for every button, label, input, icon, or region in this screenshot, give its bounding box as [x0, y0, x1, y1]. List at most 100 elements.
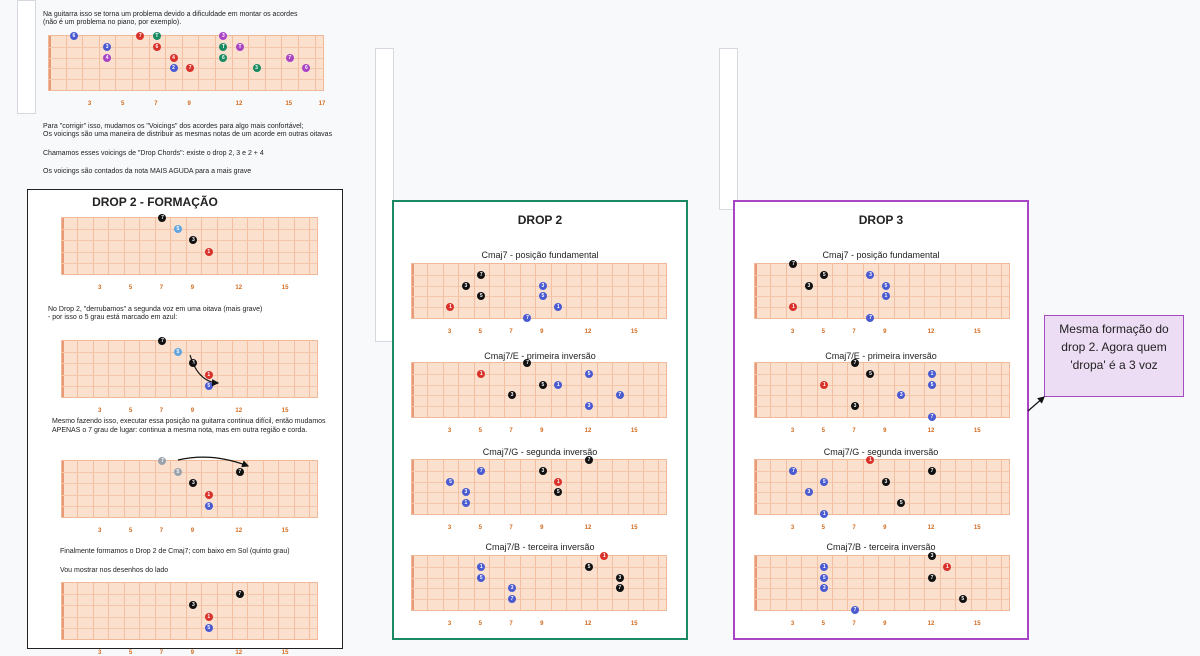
scroll-panel-middle[interactable] [375, 48, 394, 342]
string-line [755, 395, 1009, 397]
note-dot: T [152, 32, 161, 40]
fret-line [893, 363, 895, 417]
fret-number: 12 [584, 621, 592, 627]
note-dot: 1 [554, 380, 563, 389]
fret-line [939, 460, 941, 514]
note-dot: T [219, 42, 228, 51]
fret-line [831, 460, 833, 514]
fret-line [293, 583, 295, 639]
fret-line [216, 583, 218, 639]
fret-line [139, 461, 141, 517]
fret-line [185, 583, 187, 639]
fret-number: 9 [883, 525, 887, 531]
fret-line [123, 583, 125, 639]
note-dot: 3 [219, 32, 228, 40]
fret-line [847, 460, 849, 514]
fret-line [658, 460, 660, 514]
fret-number: 5 [478, 428, 482, 434]
fret-line [924, 556, 926, 610]
scroll-panel-left[interactable] [17, 0, 36, 114]
fret-line [427, 363, 429, 417]
note-dot: 1 [881, 292, 890, 301]
fret-line [955, 460, 957, 514]
fret-line [154, 583, 156, 639]
fret-number: 5 [121, 101, 125, 107]
fret-line [298, 36, 300, 90]
note-dot: 1 [820, 562, 829, 571]
note-dot: 5 [881, 281, 890, 290]
string-line [412, 481, 666, 483]
fret-number: 12 [235, 408, 243, 414]
fret-line [816, 264, 818, 318]
fret-line [442, 460, 444, 514]
fret-number: 3 [97, 285, 102, 291]
fret-line [185, 218, 187, 274]
fret-line [216, 341, 218, 397]
fret-line [581, 264, 583, 318]
fret-line [816, 556, 818, 610]
string-line [62, 616, 317, 618]
note-dot: 1 [204, 490, 213, 499]
fret-line [878, 460, 880, 514]
fret-line [309, 341, 311, 397]
fret-line [123, 461, 125, 517]
fret-number: 9 [540, 428, 544, 434]
fret-number: 5 [478, 329, 482, 335]
note-dot: 7 [615, 584, 624, 593]
fret-line [247, 341, 249, 397]
fret-line [488, 363, 490, 417]
string-line [755, 577, 1009, 579]
fret-line [596, 460, 598, 514]
fret-line [427, 460, 429, 514]
fret-line [847, 264, 849, 318]
fret-line [924, 460, 926, 514]
fret-line [216, 218, 218, 274]
callout-note[interactable]: Mesma formação do drop 2. Agora quem 'dr… [1044, 315, 1184, 397]
scroll-panel-right[interactable] [719, 48, 738, 210]
note-dot: 1 [204, 370, 213, 379]
fret-line [565, 363, 567, 417]
fret-number: 9 [883, 428, 887, 434]
fret-line [770, 363, 772, 417]
fret-line [519, 460, 521, 514]
fret-line [123, 341, 125, 397]
note-dot: 1 [820, 510, 829, 518]
fret-line [458, 556, 460, 610]
fret-line [231, 36, 233, 90]
note-dot: 1 [204, 247, 213, 256]
string-line [62, 472, 317, 474]
fret-number: 5 [478, 525, 482, 531]
fret-line [154, 461, 156, 517]
string-line [755, 384, 1009, 386]
string-line [62, 627, 317, 629]
fret-line [985, 264, 987, 318]
note-dot: 7 [235, 468, 244, 477]
note-dot: 6 [219, 53, 228, 62]
fret-number: 3 [790, 621, 795, 627]
fret-line [154, 341, 156, 397]
fret-line [215, 36, 217, 90]
fret-line [801, 264, 803, 318]
fret-number: 3 [447, 329, 452, 335]
string-line [62, 494, 317, 496]
fret-number: 15 [630, 329, 638, 335]
fret-line [132, 36, 134, 90]
intro-para-1: Para "corrigir" isso, mudamos os "Voicin… [43, 123, 304, 130]
fret-line [504, 460, 506, 514]
